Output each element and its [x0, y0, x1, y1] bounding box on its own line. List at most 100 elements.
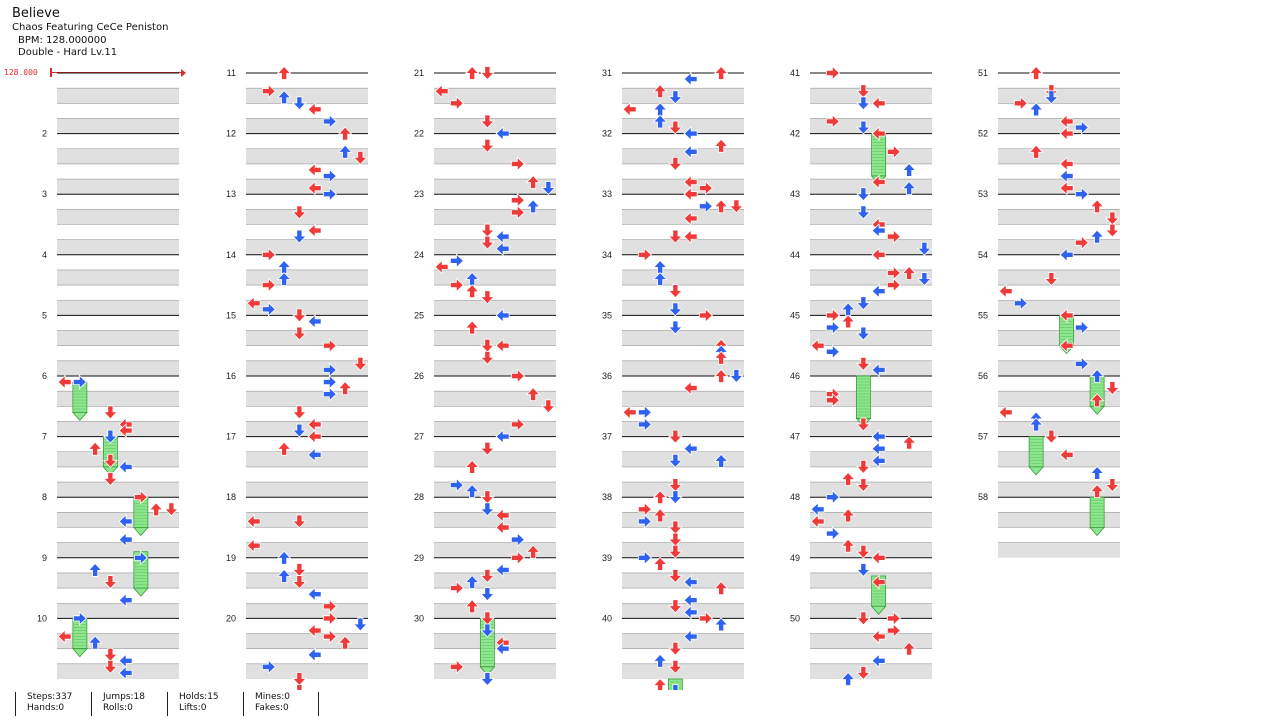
step-arrow-icon: [495, 241, 510, 257]
step-arrow-icon: [1059, 447, 1074, 463]
step-arrow-icon: [307, 429, 322, 445]
step-arrow-icon: [667, 90, 683, 105]
beat-stripe: [810, 451, 932, 467]
measure-number: 43: [790, 189, 800, 199]
step-arrow-icon: [1089, 484, 1105, 499]
step-arrow-icon: [825, 65, 840, 81]
step-arrow-icon: [667, 284, 683, 299]
step-arrow-icon: [667, 532, 683, 547]
step-arrow-icon: [261, 659, 276, 675]
step-arrow-icon: [1059, 338, 1074, 354]
beat-stripe: [57, 118, 179, 134]
step-arrow-icon: [998, 283, 1013, 299]
step-arrow-icon: [479, 290, 495, 305]
step-arrow-icon: [1059, 247, 1074, 263]
beat-stripe: [57, 360, 179, 376]
step-arrow-icon: [449, 253, 464, 269]
step-arrow-icon: [322, 114, 337, 129]
step-arrow-icon: [855, 611, 871, 626]
step-arrow-icon: [479, 623, 495, 638]
step-arrow-icon: [683, 71, 698, 87]
hold-note: [71, 381, 88, 421]
stat-lifts: Lifts:0: [179, 703, 207, 713]
measure-number: 29: [414, 553, 424, 563]
step-arrow-icon: [57, 629, 72, 644]
measure-number: 52: [978, 129, 988, 139]
step-arrow-icon: [479, 138, 495, 153]
step-arrow-icon: [667, 429, 683, 444]
step-arrow-icon: [479, 223, 495, 238]
step-arrow-icon: [855, 84, 871, 99]
beat-stripe: [246, 663, 368, 679]
step-arrow-icon: [667, 520, 683, 535]
step-arrow-icon: [261, 247, 276, 263]
step-arrow-icon: [434, 83, 449, 99]
measure-number: 32: [602, 129, 612, 139]
beat-stripe: [434, 663, 556, 679]
measure-number: 55: [978, 310, 988, 320]
measure-number: 45: [790, 310, 800, 320]
beat-stripe: [434, 451, 556, 467]
step-arrow-icon: [352, 150, 368, 165]
step-arrow-icon: [291, 405, 307, 420]
beat-stripe: [57, 391, 179, 407]
step-arrow-icon: [449, 95, 464, 111]
step-arrow-icon: [1104, 381, 1120, 396]
step-arrow-icon: [855, 296, 871, 311]
measure-number: 46: [790, 371, 800, 381]
beat-stripe: [57, 482, 179, 498]
step-arrow-icon: [464, 484, 480, 499]
step-arrow-icon: [840, 314, 856, 329]
beat-stripe: [434, 88, 556, 104]
beat-stripe: [57, 330, 179, 346]
beat-stripe: [434, 239, 556, 255]
measure-number: 5: [42, 310, 47, 320]
step-arrow-icon: [276, 271, 292, 286]
measure-number: 38: [602, 492, 612, 502]
measure-number: 12: [226, 129, 236, 139]
step-arrow-icon: [307, 101, 322, 117]
beat-stripe: [434, 542, 556, 558]
step-arrow-icon: [698, 307, 713, 323]
beat-stripe: [810, 633, 932, 649]
step-arrow-icon: [525, 174, 541, 189]
beat-stripe: [998, 179, 1120, 195]
step-arrow-icon: [683, 380, 698, 396]
beat-stripe: [434, 179, 556, 195]
bpm-line-arrow-icon: [181, 69, 186, 77]
measure-number: 26: [414, 371, 424, 381]
step-arrow-icon: [102, 647, 118, 662]
step-arrow-icon: [291, 672, 307, 687]
beat-stripe: [434, 572, 556, 589]
beat-stripe: [246, 512, 368, 528]
step-arrow-icon: [291, 96, 307, 111]
stat-jumps: Jumps:18: [103, 692, 146, 702]
measure-number: 40: [602, 613, 612, 623]
step-arrow-icon: [525, 387, 541, 402]
step-arrow-icon: [479, 338, 495, 353]
step-arrow-icon: [1074, 120, 1089, 135]
step-arrow-icon: [1074, 235, 1089, 251]
step-arrow-icon: [713, 368, 729, 383]
step-arrow-icon: [479, 569, 495, 584]
step-arrow-icon: [322, 610, 337, 626]
step-arrow-icon: [1013, 295, 1028, 311]
step-arrow-icon: [72, 374, 87, 390]
beat-stripe: [57, 542, 179, 558]
beat-stripe: [246, 360, 368, 376]
step-arrow-icon: [495, 641, 510, 657]
beat-stripe: [810, 542, 932, 558]
step-arrow-icon: [337, 144, 353, 159]
step-arrow-icon: [825, 320, 840, 335]
step-arrow-icon: [901, 641, 917, 656]
step-arrow-icon: [728, 369, 744, 384]
measure-number: 25: [414, 310, 424, 320]
step-arrow-icon: [886, 229, 901, 245]
measure-number: 7: [42, 432, 47, 442]
step-arrow-icon: [810, 338, 825, 354]
step-arrow-icon: [886, 277, 901, 293]
beat-stripe: [998, 239, 1120, 255]
step-arrow-icon: [1028, 417, 1044, 432]
step-arrow-icon: [683, 126, 698, 142]
measure-number: 17: [226, 432, 236, 442]
